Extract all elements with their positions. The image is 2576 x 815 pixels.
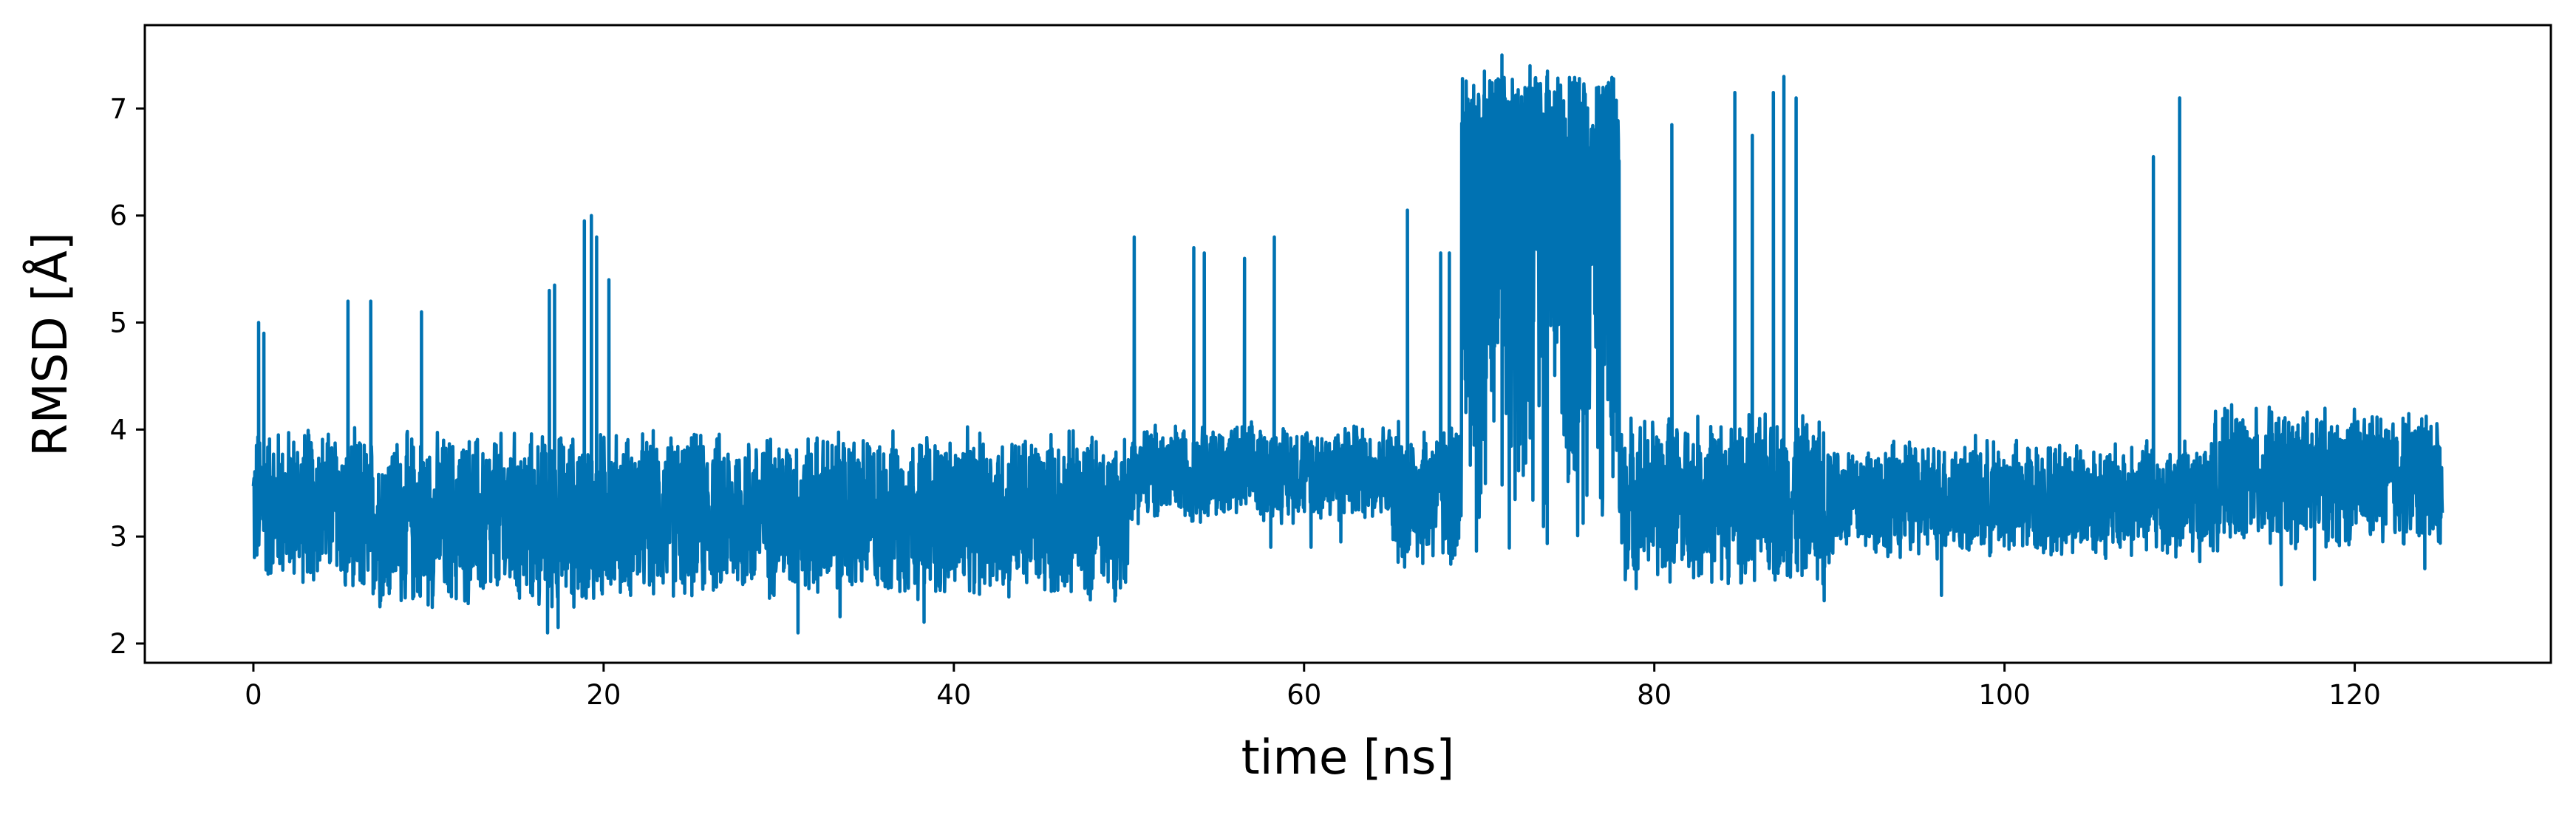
x-tick-label: 100 [1978, 679, 2031, 711]
x-axis-ticks: 0 20 40 60 80 100 120 [245, 663, 2381, 711]
x-tick-label: 80 [1637, 679, 1672, 711]
y-tick-label: 3 [109, 521, 127, 553]
y-tick-label: 7 [109, 93, 127, 125]
x-tick-label: 60 [1287, 679, 1321, 711]
plot-frame [143, 24, 2552, 664]
x-tick-label: 40 [936, 679, 971, 711]
x-axis-label: time [ns] [1241, 731, 1455, 785]
y-tick-label: 5 [109, 307, 127, 339]
y-axis-ticks: 2 3 4 5 6 7 [109, 93, 145, 660]
plot-area [251, 53, 2444, 635]
y-tick-label: 4 [109, 414, 127, 446]
x-tick-label: 120 [2328, 679, 2381, 711]
x-tick-label: 20 [586, 679, 621, 711]
y-tick-label: 2 [109, 628, 127, 660]
rmsd-series-line [251, 53, 2444, 635]
y-tick-label: 6 [109, 200, 127, 232]
x-tick-label: 0 [245, 679, 262, 711]
y-axis-label: RMSD [Å] [22, 232, 78, 457]
